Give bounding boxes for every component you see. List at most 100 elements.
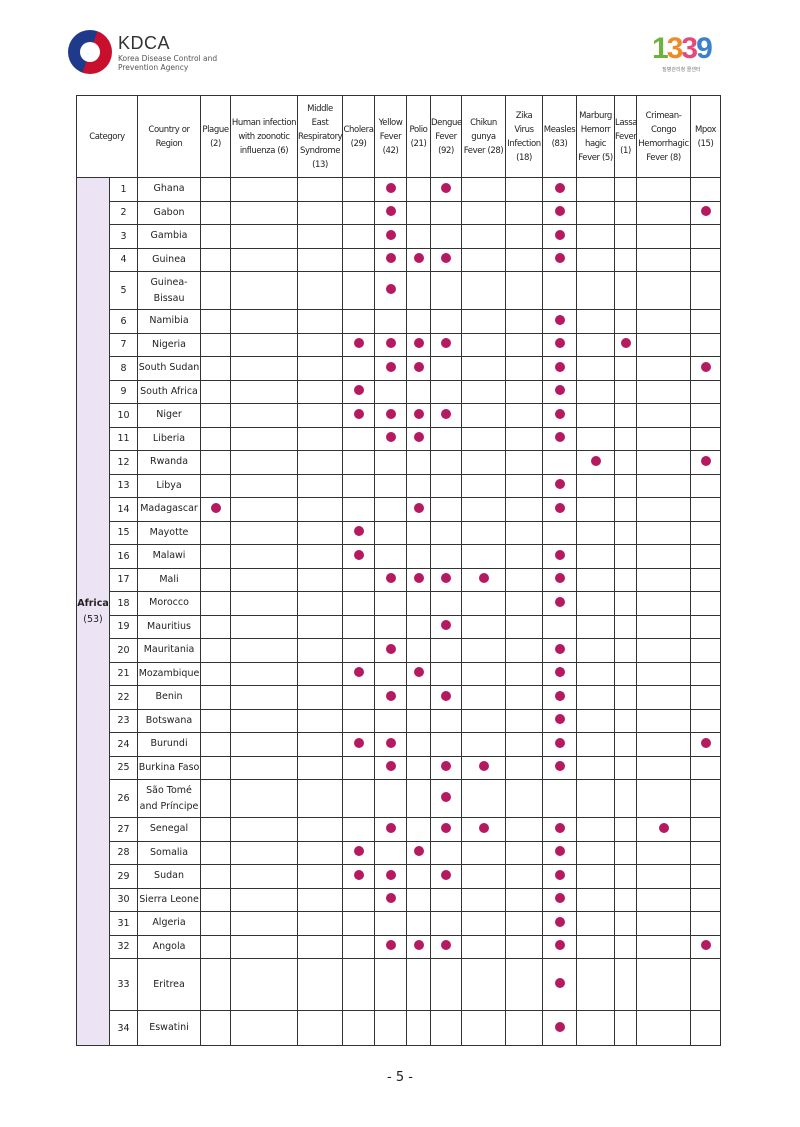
disease-cell <box>430 403 463 428</box>
country-name: Sudan <box>137 864 202 889</box>
disease-cell <box>230 450 299 475</box>
disease-cell <box>461 840 507 865</box>
country-name: Namibia <box>137 309 202 334</box>
disease-cell <box>230 247 299 272</box>
disease-cell <box>297 934 344 959</box>
table-row: 6 Namibia <box>77 309 722 334</box>
country-name: South Sudan <box>137 356 202 381</box>
disease-cell <box>200 224 232 249</box>
disease-cell <box>505 817 544 842</box>
disease-cell <box>461 755 507 780</box>
row-number: 30 <box>108 887 139 912</box>
table-row: 22 Benin <box>77 685 722 710</box>
country-name: Somalia <box>137 840 202 865</box>
column-header: Mpox (15) <box>690 95 722 178</box>
presence-dot-icon <box>700 206 711 217</box>
disease-cell <box>374 591 408 616</box>
column-header: Cholera (29) <box>342 95 376 178</box>
disease-cell <box>690 332 722 357</box>
disease-cell <box>297 200 344 225</box>
disease-cell <box>690 497 722 522</box>
disease-cell <box>342 661 376 686</box>
presence-dot-icon <box>441 182 452 193</box>
disease-cell <box>200 958 232 1011</box>
presence-dot-icon <box>385 822 396 833</box>
disease-cell <box>576 685 616 710</box>
disease-cell <box>430 887 463 912</box>
disease-cell <box>297 840 344 865</box>
disease-cell <box>200 614 232 639</box>
disease-cell <box>542 544 578 569</box>
disease-cell <box>430 911 463 936</box>
disease-cell <box>576 544 616 569</box>
disease-cell <box>342 638 376 663</box>
disease-cell <box>461 817 507 842</box>
disease-cell <box>406 450 432 475</box>
country-name: Malawi <box>137 544 202 569</box>
disease-cell <box>374 732 408 757</box>
presence-dot-icon <box>554 502 565 513</box>
presence-dot-icon <box>620 338 631 349</box>
table-row: 25 Burkina Faso <box>77 755 722 780</box>
disease-cell <box>200 567 232 592</box>
presence-dot-icon <box>385 206 396 217</box>
country-name: Senegal <box>137 817 202 842</box>
disease-cell <box>614 450 638 475</box>
disease-cell <box>200 840 232 865</box>
country-name: Mauritania <box>137 638 202 663</box>
disease-cell <box>636 356 692 381</box>
row-number: 22 <box>108 685 139 710</box>
disease-cell <box>614 911 638 936</box>
disease-cell <box>430 426 463 451</box>
disease-cell <box>636 887 692 912</box>
disease-cell <box>297 426 344 451</box>
disease-cell <box>430 934 463 959</box>
disease-cell <box>690 356 722 381</box>
presence-dot-icon <box>210 502 221 513</box>
disease-cell <box>614 864 638 889</box>
disease-cell <box>406 591 432 616</box>
presence-dot-icon <box>385 408 396 419</box>
presence-dot-icon <box>413 432 424 443</box>
disease-cell <box>576 247 616 272</box>
table-row: 11 Liberia <box>77 426 722 451</box>
disease-cell <box>576 403 616 428</box>
disease-cell <box>430 661 463 686</box>
disease-cell <box>636 403 692 428</box>
presence-dot-icon <box>385 643 396 654</box>
disease-cell <box>636 520 692 545</box>
disease-cell <box>230 934 299 959</box>
disease-cell <box>230 403 299 428</box>
disease-cell <box>636 638 692 663</box>
presence-dot-icon <box>554 573 565 584</box>
disease-cell <box>636 911 692 936</box>
disease-cell <box>342 887 376 912</box>
presence-dot-icon <box>385 229 396 240</box>
disease-cell <box>430 224 463 249</box>
presence-dot-icon <box>554 916 565 927</box>
disease-cell <box>297 685 344 710</box>
disease-cell <box>374 708 408 733</box>
disease-cell <box>430 1010 463 1046</box>
disease-cell <box>230 732 299 757</box>
presence-dot-icon <box>413 253 424 264</box>
country-name: Burundi <box>137 732 202 757</box>
disease-cell <box>406 403 432 428</box>
disease-cell <box>200 450 232 475</box>
disease-cell <box>342 567 376 592</box>
presence-dot-icon <box>554 338 565 349</box>
row-number: 16 <box>108 544 139 569</box>
disease-cell <box>505 661 544 686</box>
category-count: (53) <box>83 613 103 625</box>
disease-cell <box>200 638 232 663</box>
disease-cell <box>406 473 432 498</box>
presence-dot-icon <box>554 643 565 654</box>
disease-cell <box>406 379 432 404</box>
presence-dot-icon <box>413 502 424 513</box>
disease-cell <box>342 911 376 936</box>
presence-dot-icon <box>413 408 424 419</box>
disease-cell <box>461 379 507 404</box>
country-name: Benin <box>137 685 202 710</box>
presence-dot-icon <box>353 338 364 349</box>
disease-cell <box>406 732 432 757</box>
